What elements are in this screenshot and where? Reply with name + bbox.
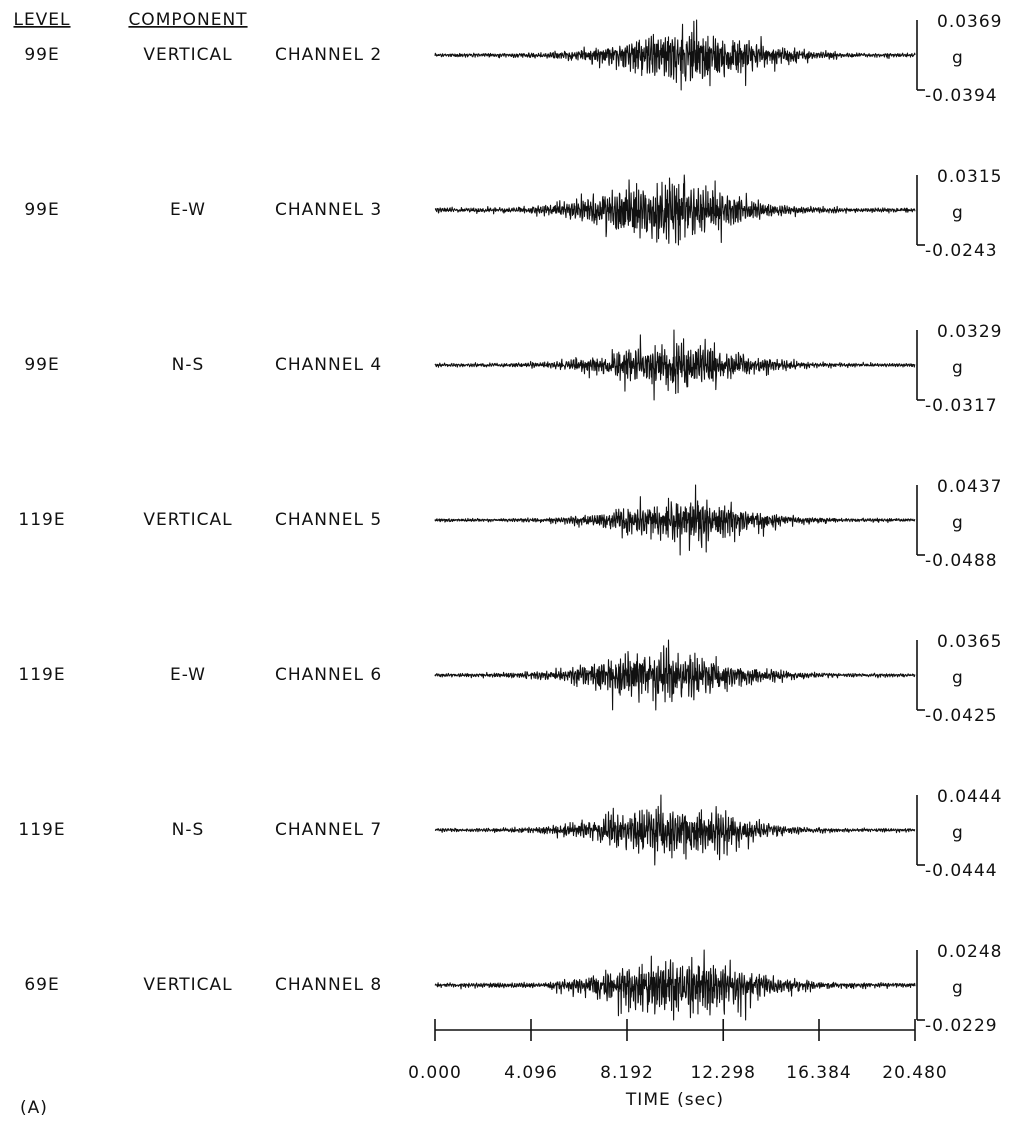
waveform <box>434 174 916 246</box>
level: 119E <box>18 820 65 840</box>
channel-name: CHANNEL 4 <box>275 355 382 375</box>
component: N-S <box>172 820 205 840</box>
x-tick-label: 4.096 <box>504 1063 558 1083</box>
channel-name: CHANNEL 8 <box>275 975 382 995</box>
component: VERTICAL <box>143 510 232 530</box>
panel-label: (A) <box>20 1098 48 1118</box>
x-tick-label: 8.192 <box>600 1063 654 1083</box>
x-tick-label: 20.480 <box>882 1063 947 1083</box>
component: VERTICAL <box>143 45 232 65</box>
x-tick-label: 16.384 <box>786 1063 851 1083</box>
channel-name: CHANNEL 2 <box>275 45 382 65</box>
component: E-W <box>170 200 206 220</box>
max-label: 0.0329 <box>937 322 1002 342</box>
max-label: 0.0248 <box>937 942 1002 962</box>
waveform <box>434 949 916 1021</box>
component: N-S <box>172 355 205 375</box>
header-component: COMPONENT <box>128 10 247 30</box>
x-tick-label: 0.000 <box>408 1063 462 1083</box>
min-label: -0.0394 <box>925 86 998 106</box>
channel-name: CHANNEL 3 <box>275 200 382 220</box>
max-label: 0.0365 <box>937 632 1002 652</box>
channel-name: CHANNEL 6 <box>275 665 382 685</box>
min-label: -0.0229 <box>925 1016 998 1036</box>
level: 99E <box>24 45 59 65</box>
channel-name: CHANNEL 7 <box>275 820 382 840</box>
level: 99E <box>24 355 59 375</box>
waveform <box>434 484 916 556</box>
unit-label: g <box>952 668 964 688</box>
level: 119E <box>18 665 65 685</box>
max-label: 0.0369 <box>937 12 1002 32</box>
unit-label: g <box>952 978 964 998</box>
max-label: 0.0437 <box>937 477 1002 497</box>
min-label: -0.0444 <box>925 861 998 881</box>
component: VERTICAL <box>143 975 232 995</box>
component: E-W <box>170 665 206 685</box>
unit-label: g <box>952 823 964 843</box>
waveform <box>434 19 916 91</box>
waveform <box>434 639 916 711</box>
min-label: -0.0317 <box>925 396 998 416</box>
header-level: LEVEL <box>13 10 70 30</box>
level: 119E <box>18 510 65 530</box>
unit-label: g <box>952 513 964 533</box>
waveform <box>434 794 916 866</box>
level: 69E <box>24 975 59 995</box>
x-axis-label: TIME (sec) <box>625 1090 724 1110</box>
min-label: -0.0425 <box>925 706 998 726</box>
max-label: 0.0444 <box>937 787 1002 807</box>
unit-label: g <box>952 203 964 223</box>
max-label: 0.0315 <box>937 167 1002 187</box>
unit-label: g <box>952 358 964 378</box>
unit-label: g <box>952 48 964 68</box>
channel-name: CHANNEL 5 <box>275 510 382 530</box>
min-label: -0.0488 <box>925 551 998 571</box>
level: 99E <box>24 200 59 220</box>
x-tick-label: 12.298 <box>690 1063 755 1083</box>
min-label: -0.0243 <box>925 241 998 261</box>
waveform <box>434 329 916 401</box>
